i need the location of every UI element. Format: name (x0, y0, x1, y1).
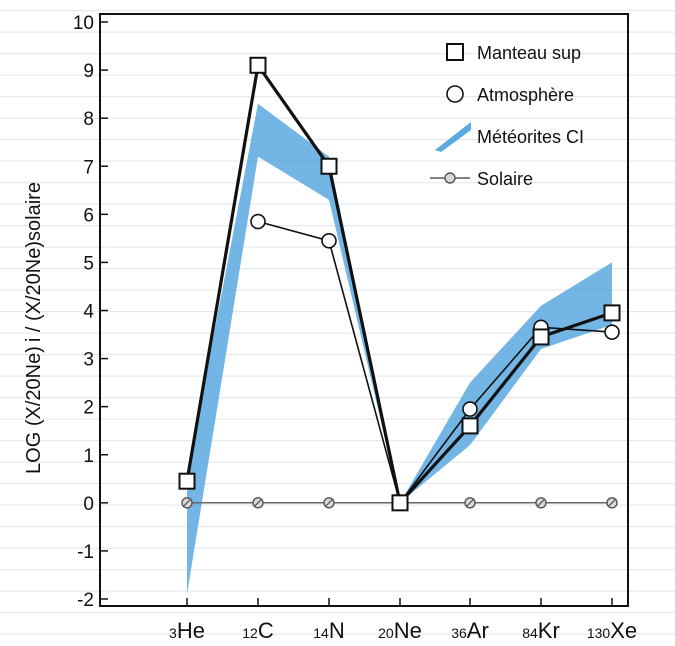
y-tick-label: 2 (83, 398, 94, 419)
solaire-point-slash (608, 498, 616, 507)
atmosphere-point (604, 324, 620, 340)
x-category-label: 12C (242, 618, 274, 643)
background-texture-line (0, 504, 675, 506)
x-category-label: 130Xe (587, 618, 637, 643)
isotope-mass-number: 3 (169, 625, 177, 641)
background-texture-line (0, 96, 675, 98)
isotope-mass-number: 36 (451, 625, 467, 641)
y-tick-label: 8 (83, 109, 94, 130)
legend-manteau-sup-label: Manteau sup (477, 43, 581, 63)
element-symbol: Ar (467, 618, 489, 643)
background-texture-line (0, 53, 675, 55)
background-texture-line (0, 418, 675, 420)
x-category-label: 84Kr (522, 618, 560, 643)
manteau-sup-point (391, 494, 409, 512)
background-texture-line (0, 547, 675, 549)
background-texture-line (0, 590, 675, 592)
background-texture-line (0, 397, 675, 399)
element-symbol: Ne (394, 618, 422, 643)
meteorites-band-layer (187, 103, 612, 595)
element-symbol: Xe (610, 618, 637, 643)
background-texture-line (0, 74, 675, 76)
solaire-point-slash (537, 498, 545, 507)
background-texture-line (0, 31, 675, 33)
background-texture-line (0, 311, 675, 313)
y-tick-label: 3 (83, 350, 94, 371)
solaire-point-slash (466, 498, 474, 507)
y-axis: -2 -1 0 1 2 3 4 5 6 7 8 9 10 (73, 13, 108, 611)
series-layer (178, 56, 621, 512)
atmosphere-line (257, 220, 613, 505)
background-texture-line (0, 526, 675, 528)
isotope-mass-number: 20 (378, 625, 394, 641)
element-symbol: C (258, 618, 274, 643)
y-tick-label: 10 (73, 13, 94, 34)
background-texture-line (0, 139, 675, 141)
x-category-label: 36Ar (451, 618, 489, 643)
background-texture-line (0, 483, 675, 485)
solaire-point-slash (325, 498, 333, 507)
background-texture-line (0, 440, 675, 442)
atmosphere-point (462, 401, 478, 417)
legend-solaire-marker (444, 172, 456, 184)
manteau-sup-point (532, 328, 550, 346)
element-symbol: He (177, 618, 205, 643)
solaire-point-slash (254, 498, 262, 507)
meteorites-ci-band (187, 103, 612, 595)
y-tick-label: -1 (77, 542, 94, 563)
background-texture-line (0, 354, 675, 356)
y-tick-label: 0 (83, 494, 94, 515)
y-tick-label: 4 (83, 302, 94, 323)
y-tick-label: 5 (83, 253, 94, 274)
background-texture-line (0, 461, 675, 463)
y-tick-label: 7 (83, 157, 94, 178)
legend-atmosphere-label: Atmosphère (477, 85, 574, 105)
background-texture-line (0, 182, 675, 184)
background-texture-line (0, 375, 675, 377)
background-texture-line (0, 117, 675, 119)
legend: Manteau sup Atmosphère Météorites CI Solair… (430, 43, 584, 189)
background-texture-line (0, 332, 675, 334)
x-axis: 3He 12C 14N 20Ne 36Ar 84Kr 130Xe (169, 598, 637, 643)
isotope-mass-number: 84 (522, 625, 538, 641)
y-tick-label: 6 (83, 205, 94, 226)
y-tick-label: -2 (77, 590, 94, 611)
background-texture-line (0, 10, 675, 12)
element-symbol: N (329, 618, 345, 643)
legend-manteau-sup-marker (446, 43, 464, 61)
isotope-mass-number: 12 (242, 625, 258, 641)
x-category-label: 20Ne (378, 618, 422, 643)
element-symbol: Kr (538, 618, 560, 643)
manteau-sup-point (320, 157, 338, 175)
manteau-sup-point (603, 304, 621, 322)
x-category-label: 14N (313, 618, 344, 643)
atmosphere-point (321, 232, 337, 249)
legend-solaire-label: Solaire (477, 169, 533, 189)
legend-meteorites-label: Météorites CI (477, 127, 584, 147)
manteau-sup-point (249, 56, 267, 74)
y-tick-label: 1 (83, 446, 94, 467)
manteau-sup-point (461, 417, 479, 435)
y-axis-title: LOG (X/20Ne) i / (X/20Ne)solaire (23, 182, 45, 474)
manteau-sup-point (178, 472, 196, 490)
background-texture-line (0, 633, 675, 635)
background-texture-line (0, 246, 675, 248)
background-texture-line (0, 612, 675, 614)
legend-meteorites-swatch (435, 122, 471, 152)
x-category-label: 3He (169, 618, 205, 643)
atmosphere-point (250, 213, 266, 230)
background-texture-line (0, 268, 675, 270)
y-tick-label: 9 (83, 61, 94, 82)
background-texture-line (0, 569, 675, 571)
isotope-mass-number: 130 (587, 625, 611, 641)
background-texture-line (0, 289, 675, 291)
legend-atmosphere-marker (446, 85, 464, 103)
isotope-mass-number: 14 (313, 625, 329, 641)
solaire-point-slash (183, 498, 191, 507)
